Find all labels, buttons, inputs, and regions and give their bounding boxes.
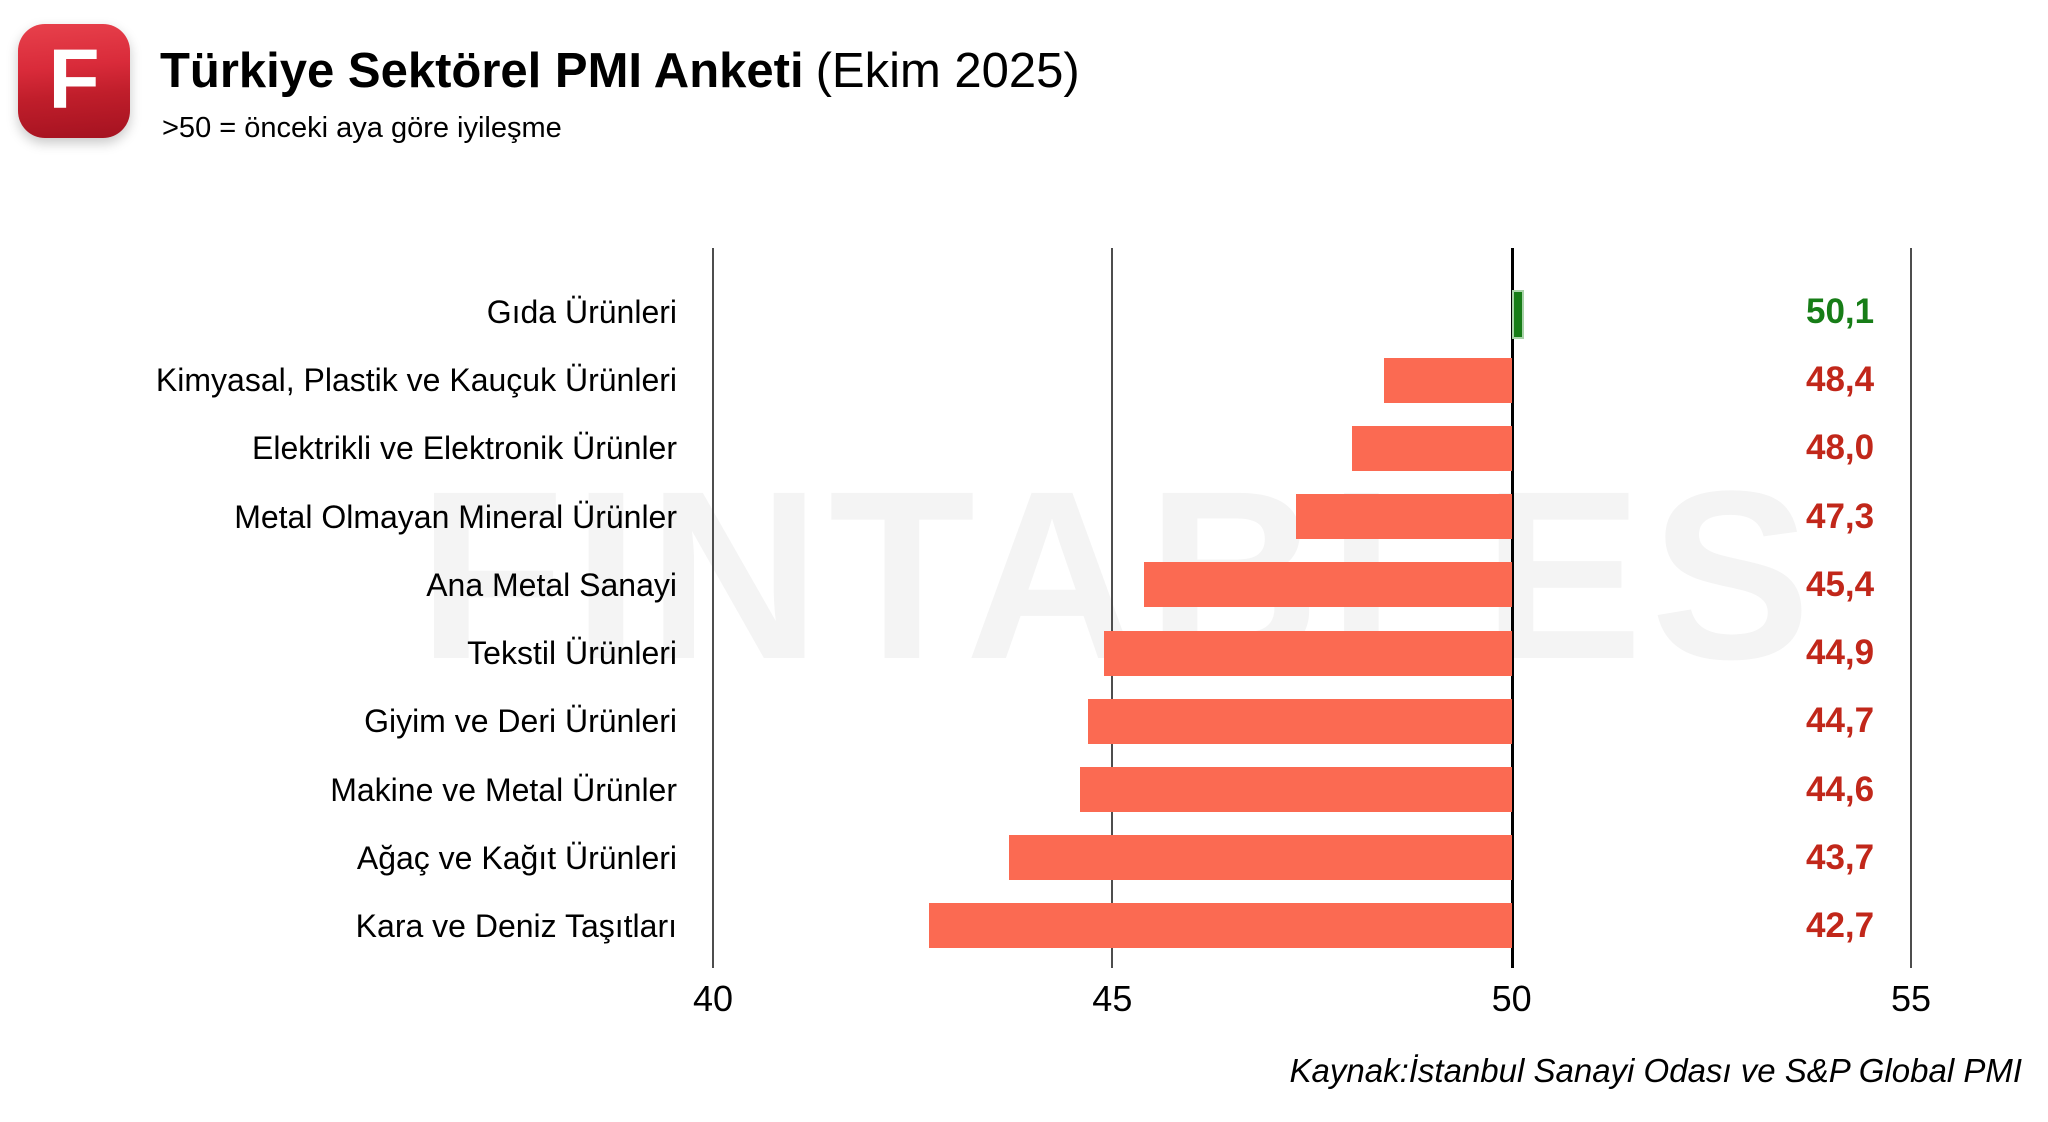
value-label-6: 44,7 bbox=[1806, 701, 1875, 741]
category-label-8: Ağaç ve Kağıt Ürünleri bbox=[356, 839, 677, 876]
bar-9 bbox=[928, 903, 1512, 949]
category-label-4: Ana Metal Sanayi bbox=[426, 566, 677, 603]
bar-1 bbox=[1383, 357, 1512, 403]
category-label-9: Kara ve Deniz Taşıtları bbox=[355, 907, 677, 944]
bar-7 bbox=[1080, 767, 1512, 813]
gridline-45 bbox=[1111, 248, 1114, 968]
category-label-5: Tekstil Ürünleri bbox=[467, 635, 677, 672]
category-label-0: Gıda Ürünleri bbox=[486, 294, 677, 330]
source-credit: Kaynak:İstanbul Sanayi Odası ve S&P Glob… bbox=[1289, 1052, 2023, 1089]
gridline-40 bbox=[712, 248, 714, 968]
category-label-3: Metal Olmayan Mineral Ürünler bbox=[234, 498, 677, 535]
x-tick-label-45: 45 bbox=[1092, 978, 1133, 1019]
bar-0 bbox=[1511, 289, 1524, 339]
category-label-2: Elektrikli ve Elektronik Ürünler bbox=[251, 430, 677, 467]
gridline-55 bbox=[1910, 248, 1912, 968]
bar-4 bbox=[1144, 562, 1512, 608]
value-label-9: 42,7 bbox=[1806, 905, 1875, 945]
bar-8 bbox=[1008, 835, 1512, 881]
category-label-6: Giyim ve Deri Ürünleri bbox=[364, 703, 677, 740]
chart-subtitle: >50 = önceki aya göre iyileşme bbox=[162, 112, 562, 144]
x-tick-label-40: 40 bbox=[692, 978, 734, 1019]
logo-letter-f: F bbox=[48, 32, 100, 126]
bar-3 bbox=[1296, 494, 1512, 540]
value-label-0: 50,1 bbox=[1806, 292, 1875, 331]
title-period: (Ekim 2025) bbox=[815, 44, 1080, 98]
value-label-1: 48,4 bbox=[1806, 360, 1875, 400]
bar-6 bbox=[1088, 698, 1512, 744]
gridline-50 bbox=[1510, 248, 1514, 968]
category-label-7: Makine ve Metal Ürünler bbox=[330, 771, 677, 808]
fintables-logo: F bbox=[18, 24, 130, 138]
bar-5 bbox=[1104, 630, 1512, 676]
value-label-3: 47,3 bbox=[1806, 496, 1875, 536]
value-label-8: 43,7 bbox=[1806, 837, 1875, 877]
category-label-1: Kimyasal, Plastik ve Kauçuk Ürünleri bbox=[155, 362, 677, 399]
x-tick-label-50: 50 bbox=[1491, 978, 1532, 1019]
value-label-4: 45,4 bbox=[1806, 564, 1875, 604]
page-title: Türkiye Sektörel PMI Anketi (Ekim 2025) bbox=[160, 42, 1080, 101]
x-tick-label-55: 55 bbox=[1890, 978, 1932, 1019]
value-label-2: 48,0 bbox=[1806, 428, 1875, 468]
bar-2 bbox=[1351, 425, 1512, 471]
value-label-7: 44,6 bbox=[1806, 769, 1875, 809]
value-label-5: 44,9 bbox=[1806, 633, 1875, 673]
title-main: Türkiye Sektörel PMI Anketi bbox=[160, 44, 804, 98]
